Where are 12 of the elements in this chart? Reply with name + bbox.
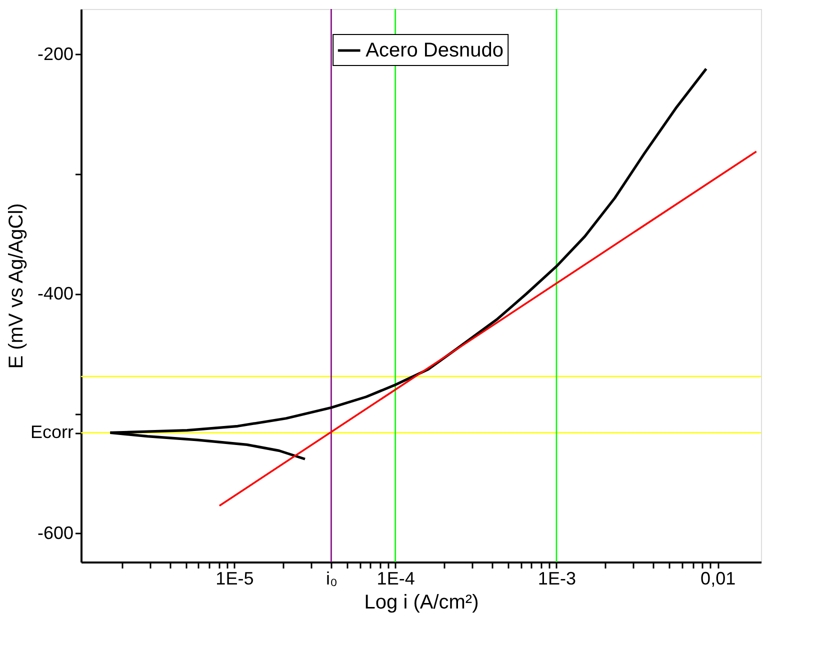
x-tick-label: 1E-3 <box>538 568 576 588</box>
y-tick-label: -600 <box>37 522 74 543</box>
x-tick-label: 1E-4 <box>376 568 415 588</box>
y-tick-label: Ecorr <box>30 422 74 442</box>
x-tick-label: 0,01 <box>700 568 736 588</box>
x-tick-label: i₀ <box>326 568 338 588</box>
x-axis-title: Log i (A/cm²) <box>364 592 479 614</box>
x-tick-label: 1E-5 <box>216 568 254 588</box>
y-axis-title: E (mV vs Ag/AgCl) <box>5 203 28 369</box>
legend-label: Acero Desnudo <box>366 40 504 62</box>
y-tick-label: -400 <box>37 283 74 304</box>
y-tick-label: -200 <box>37 44 74 64</box>
